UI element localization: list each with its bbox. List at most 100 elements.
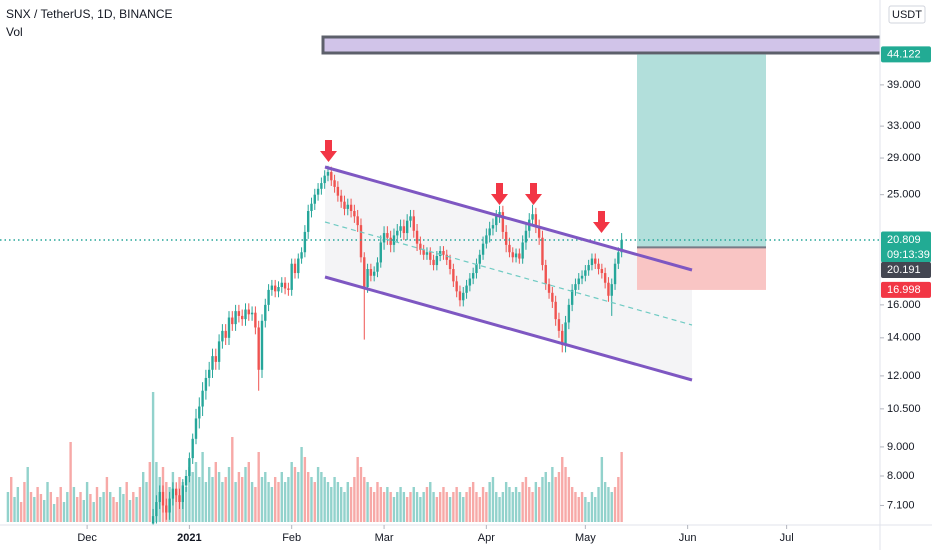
candle-body (155, 502, 158, 517)
position-profit (637, 54, 766, 248)
volume-bar (594, 497, 597, 522)
target-label: 44.122 (887, 48, 921, 60)
volume-bar (188, 467, 191, 522)
volume-bar (396, 492, 399, 522)
candle-body (198, 406, 201, 419)
volume-bar (330, 487, 333, 522)
volume-bar (59, 487, 62, 522)
volume-bar (580, 492, 584, 522)
candle-body (184, 476, 188, 486)
volume-bar (214, 462, 217, 522)
candle-body (171, 488, 175, 499)
currency-badge[interactable] (888, 5, 926, 24)
volume-bar (66, 492, 69, 522)
volume-bar (491, 477, 495, 522)
volume-bar (386, 487, 389, 522)
candle-body (221, 330, 224, 342)
candle-body (448, 259, 452, 270)
volume-bar (415, 492, 419, 522)
volume-bar (151, 392, 155, 522)
y-tick-label: 14.000 (887, 332, 921, 344)
volume-bar (306, 472, 310, 522)
volume-bar (115, 502, 119, 522)
arrow (320, 140, 337, 162)
volume-bar (353, 477, 356, 522)
candle-body (561, 330, 564, 345)
volume-bar (273, 477, 277, 522)
candle-body (316, 188, 320, 195)
volume-bar (488, 482, 491, 522)
candle-body (551, 292, 554, 302)
volume-bar (465, 492, 468, 522)
volume-bar (392, 497, 396, 522)
candle-body (471, 273, 475, 279)
candle-body (277, 287, 280, 292)
volume-bar (313, 482, 316, 522)
candle-body (475, 263, 478, 274)
candle-body (514, 253, 518, 258)
volume-bar (46, 482, 49, 522)
candle-body (498, 212, 501, 217)
volume-bar (359, 467, 363, 522)
volume-bar (458, 492, 462, 522)
volume-bar (184, 487, 188, 522)
volume-bar (495, 492, 498, 522)
volume-bar (511, 492, 514, 522)
candle-body (402, 226, 406, 234)
candle-body (231, 317, 234, 325)
volume-bar (372, 492, 376, 522)
candle-body (188, 458, 191, 477)
volume-bar (409, 492, 412, 522)
volume-bar (438, 492, 442, 522)
volume-bar (617, 477, 620, 522)
candle-body (491, 225, 495, 229)
resistance-zone (321, 35, 880, 55)
volume-bar (128, 500, 132, 522)
volume-bar (468, 487, 472, 522)
volume-bar (33, 497, 36, 522)
candle-body (511, 252, 514, 258)
candle-body (412, 216, 415, 231)
volume-bar (201, 452, 204, 522)
candle-body (343, 201, 346, 209)
volume-bar (557, 472, 561, 522)
volume-bar (221, 482, 224, 522)
candle-body (234, 311, 237, 325)
volume-bar (300, 447, 303, 522)
candle-body (349, 204, 353, 212)
candle-body (178, 495, 181, 503)
volume-bar (363, 477, 366, 522)
volume-bar (521, 482, 524, 522)
volume-bar (597, 487, 600, 522)
candle-body (574, 284, 577, 290)
candle-body (597, 263, 600, 270)
channel-lower (324, 275, 693, 382)
candle-body (247, 309, 250, 315)
volume-bar (323, 477, 326, 522)
candle-body (508, 244, 511, 253)
volume-bar (481, 487, 485, 522)
candle-body (547, 284, 551, 293)
volume-bar (237, 472, 241, 522)
volume-bar (333, 477, 336, 522)
last-price-label: 20.809 (887, 234, 921, 246)
candle-body (323, 175, 326, 184)
candle-body (594, 258, 597, 264)
candle-body (290, 263, 293, 290)
volume-bar (29, 492, 33, 522)
volume-bar (603, 482, 607, 522)
volume-bar (389, 492, 392, 522)
candle-body (518, 253, 521, 259)
volume-bar (320, 472, 323, 522)
candle-body (300, 252, 303, 259)
volume-bar (547, 482, 551, 522)
candle-body (151, 516, 155, 524)
volume-bar (109, 492, 112, 522)
y-tick-label: 8.000 (887, 470, 915, 482)
candle-body (405, 220, 409, 234)
volume-bar (544, 472, 547, 522)
arrow (593, 211, 610, 233)
x-tick-label: Feb (282, 532, 301, 544)
y-tick-label: 7.100 (887, 499, 915, 511)
